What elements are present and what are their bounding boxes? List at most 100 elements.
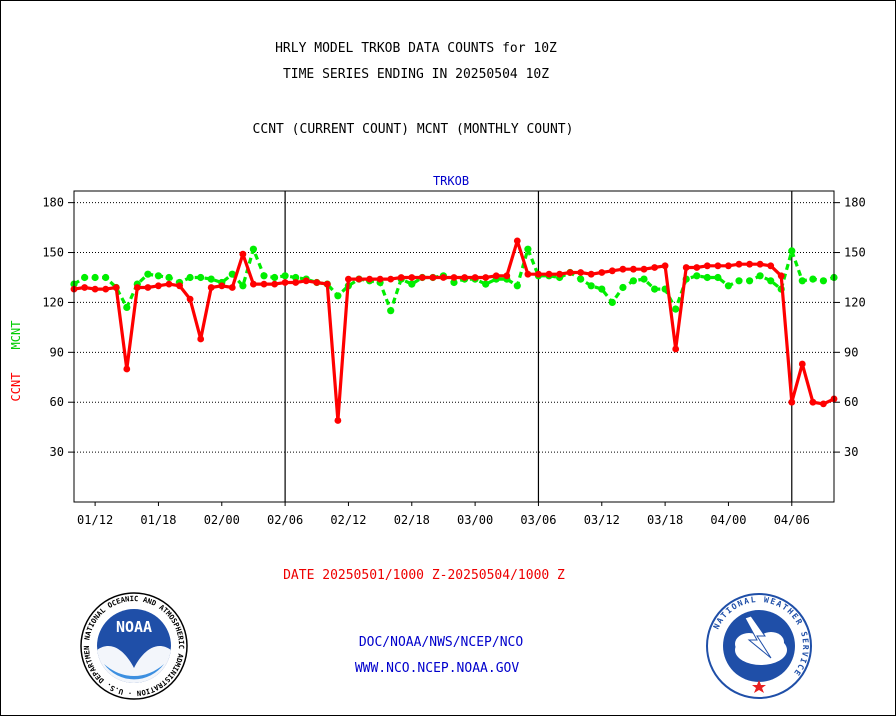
x-tick-label: 04/06 <box>774 513 810 527</box>
ylabel-mcnt: MCNT <box>9 321 23 350</box>
point-ccnt <box>450 274 458 281</box>
nws-logo: NATIONAL WEATHER SERVICE <box>706 593 812 699</box>
y-tick-label-left: 60 <box>50 395 64 409</box>
point-mcnt <box>788 247 796 255</box>
point-ccnt <box>429 274 437 281</box>
point-ccnt <box>176 282 184 290</box>
point-ccnt <box>619 265 627 273</box>
y-tick-labels: 30 30 60 60 90 90 120 120 150 150 180 180 <box>42 196 865 459</box>
point-ccnt <box>355 275 363 283</box>
point-ccnt <box>376 275 384 283</box>
point-ccnt <box>630 265 637 273</box>
point-ccnt <box>165 280 173 288</box>
point-ccnt <box>640 265 648 273</box>
point-ccnt <box>577 269 585 276</box>
point-mcnt <box>703 273 711 282</box>
point-ccnt <box>418 274 426 281</box>
point-mcnt <box>239 282 247 290</box>
org-path: DOC/NOAA/NWS/NCEP/NCO <box>359 635 524 650</box>
point-ccnt <box>408 274 416 281</box>
point-ccnt <box>155 282 162 290</box>
point-ccnt <box>735 260 743 268</box>
ylabel-ccnt: CCNT <box>9 373 23 402</box>
point-ccnt <box>440 274 447 281</box>
point-ccnt <box>271 280 278 288</box>
point-mcnt <box>450 278 458 287</box>
point-ccnt <box>482 274 490 281</box>
point-ccnt <box>703 262 711 270</box>
point-ccnt <box>608 267 616 275</box>
point-mcnt <box>197 273 205 282</box>
point-ccnt <box>513 237 521 245</box>
point-ccnt <box>471 274 479 281</box>
point-mcnt <box>608 298 616 306</box>
point-ccnt <box>397 274 405 281</box>
point-ccnt <box>250 280 257 288</box>
point-mcnt <box>102 273 110 282</box>
point-ccnt <box>545 270 553 278</box>
noaa-logo: NATIONAL OCEANIC AND ATMOSPHERIC ADMINIS… <box>80 592 188 700</box>
point-mcnt <box>482 280 490 288</box>
y-tick-label-left: 120 <box>42 295 64 309</box>
x-tick-label: 02/00 <box>204 513 240 527</box>
series-layer <box>70 237 838 424</box>
point-ccnt <box>281 279 289 286</box>
header-line1: HRLY MODEL TRKOB DATA COUNTS for 10Z <box>275 41 557 56</box>
point-ccnt <box>461 274 468 281</box>
point-ccnt <box>820 400 827 408</box>
y-tick-label-left: 30 <box>50 445 64 459</box>
point-ccnt <box>809 398 817 406</box>
point-mcnt <box>249 245 257 253</box>
x-tick-label: 01/12 <box>77 513 113 527</box>
point-ccnt <box>239 250 247 258</box>
point-ccnt <box>788 398 796 406</box>
point-ccnt <box>746 260 753 268</box>
point-ccnt <box>292 279 300 286</box>
point-ccnt <box>186 295 194 303</box>
point-ccnt <box>524 270 532 278</box>
point-ccnt <box>767 262 775 270</box>
point-mcnt <box>629 277 638 285</box>
point-ccnt <box>503 272 511 280</box>
header-line3: CCNT (CURRENT COUNT) MCNT (MONTHLY COUNT… <box>253 122 574 137</box>
point-mcnt <box>640 275 648 283</box>
point-ccnt <box>366 275 373 283</box>
point-mcnt <box>577 275 585 283</box>
point-ccnt <box>133 284 141 291</box>
day-separators <box>284 191 793 502</box>
point-mcnt <box>767 277 775 285</box>
x-tick-label: 03/18 <box>647 513 683 527</box>
point-mcnt <box>524 245 532 253</box>
point-mcnt <box>186 273 194 282</box>
grid-layer <box>68 202 840 453</box>
point-mcnt <box>165 273 173 282</box>
point-mcnt <box>144 270 152 278</box>
point-mcnt <box>207 275 215 283</box>
point-mcnt <box>672 305 680 313</box>
point-ccnt <box>112 284 120 291</box>
header-line2: TIME SERIES ENDING IN 20250504 10Z <box>283 67 549 82</box>
x-tick-label: 03/12 <box>584 513 620 527</box>
y-tick-label-left: 150 <box>42 246 64 260</box>
x-tick-label: 02/18 <box>394 513 430 527</box>
y-tick-label-right: 90 <box>844 345 858 359</box>
point-mcnt <box>81 273 89 282</box>
point-mcnt <box>798 277 806 285</box>
point-ccnt <box>207 284 215 291</box>
point-mcnt <box>91 273 99 282</box>
point-mcnt <box>746 277 754 285</box>
point-ccnt <box>81 284 88 291</box>
point-mcnt <box>123 303 131 311</box>
x-tick-label: 02/12 <box>330 513 366 527</box>
y-tick-label-right: 30 <box>844 445 858 459</box>
point-ccnt <box>798 360 806 368</box>
y-tick-label-right: 150 <box>844 246 866 260</box>
point-ccnt <box>323 280 331 288</box>
y-tick-label-right: 120 <box>844 295 866 309</box>
point-mcnt <box>598 285 606 293</box>
website-link[interactable]: WWW.NCO.NCEP.NOAA.GOV <box>355 661 520 676</box>
point-ccnt <box>672 345 680 353</box>
point-ccnt <box>260 280 268 288</box>
